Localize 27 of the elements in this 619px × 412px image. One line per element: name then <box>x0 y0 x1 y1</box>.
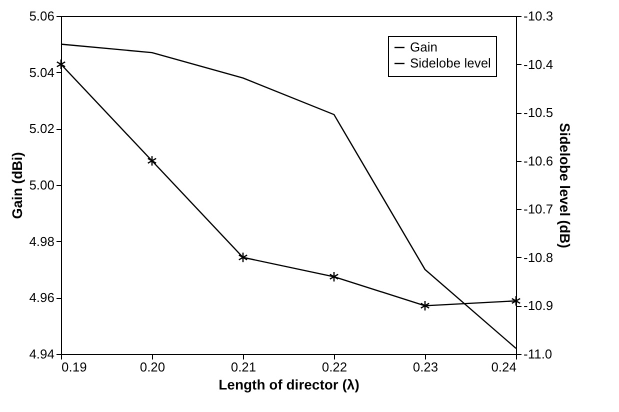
x-tick-label: 0.21 <box>230 360 256 374</box>
x-tick-label: 0.23 <box>412 360 438 374</box>
y-axis-title: Gain (dBi) <box>9 152 26 219</box>
y-tick-label: 5.02 <box>29 121 54 136</box>
y-tick-label: 5.04 <box>29 64 54 80</box>
y2-axis-title: Sidelobe level (dB) <box>557 122 574 248</box>
y2-tick-label: -10.9 <box>524 298 554 314</box>
x-tick-label: 0.20 <box>140 360 166 374</box>
y-tick-label: 4.98 <box>29 234 54 249</box>
y2-tick-label: -10.8 <box>524 250 554 265</box>
x-tick-label: 0.19 <box>62 360 87 374</box>
legend-label: Sidelobe level <box>410 56 492 70</box>
y2-tick-label: -10.3 <box>524 8 554 24</box>
y2-tick-label: -10.7 <box>524 202 554 217</box>
y-tick-label: 4.96 <box>29 290 54 306</box>
y2-tick-label: -10.6 <box>524 153 554 168</box>
y2-tick-label: -10.4 <box>524 56 554 72</box>
legend-label: Gain <box>410 40 438 54</box>
y2-tick-label: -10.5 <box>524 105 554 120</box>
y2-tick-label: -11.0 <box>524 346 552 362</box>
y-tick-label: 4.94 <box>29 346 54 362</box>
line-series <box>60 44 517 350</box>
x-axis-title: Length of director (λ) <box>218 376 360 392</box>
x-tick-label: 0.22 <box>322 360 348 374</box>
y-tick-label: 5.06 <box>29 8 54 24</box>
y-tick-label: 5.00 <box>29 178 54 192</box>
x-tick-label: 0.24 <box>491 360 516 374</box>
